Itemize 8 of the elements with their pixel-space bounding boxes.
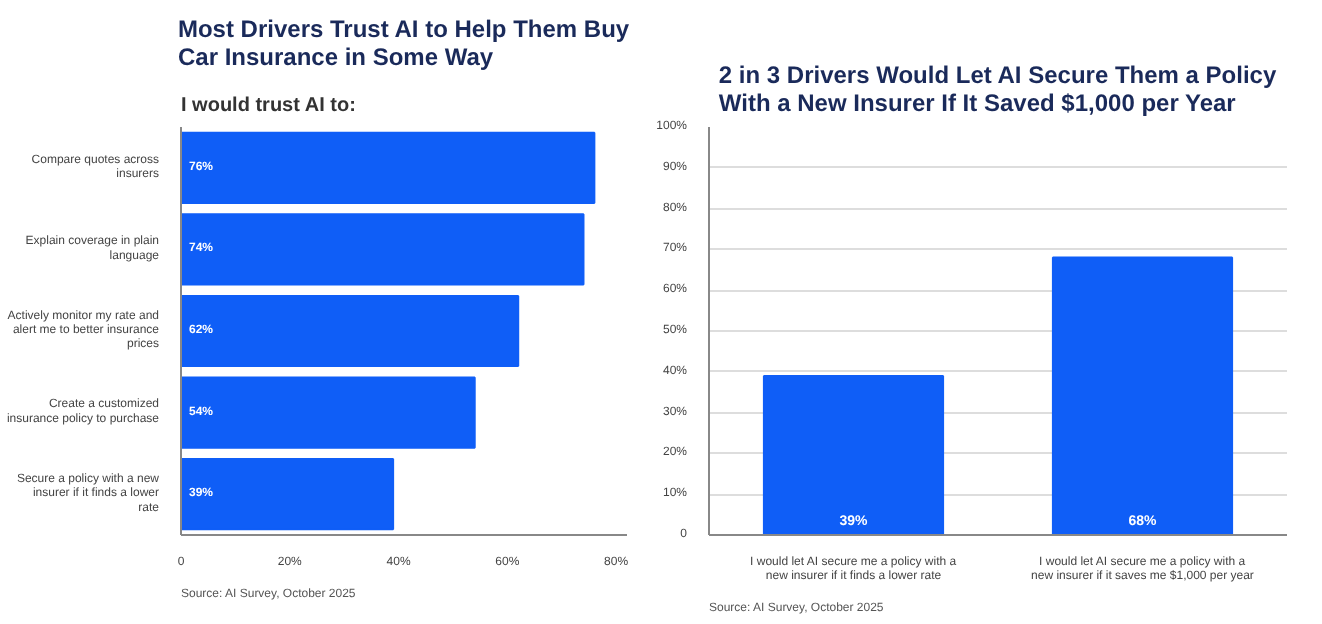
bar [181,213,585,286]
bar [181,376,476,449]
chart-subtitle: I would trust AI to: [181,95,356,117]
bar [181,294,520,368]
chart-title: 2 in 3 Drivers Would Let AI Secure Them a Policy With a New Insurer If It Saved $1,000 per Year [718,61,1277,117]
bar [181,458,395,531]
bar [181,131,596,204]
chart-title: Most Drivers Trust AI to Help Them Buy Car Insurance in Some Way [177,15,630,71]
